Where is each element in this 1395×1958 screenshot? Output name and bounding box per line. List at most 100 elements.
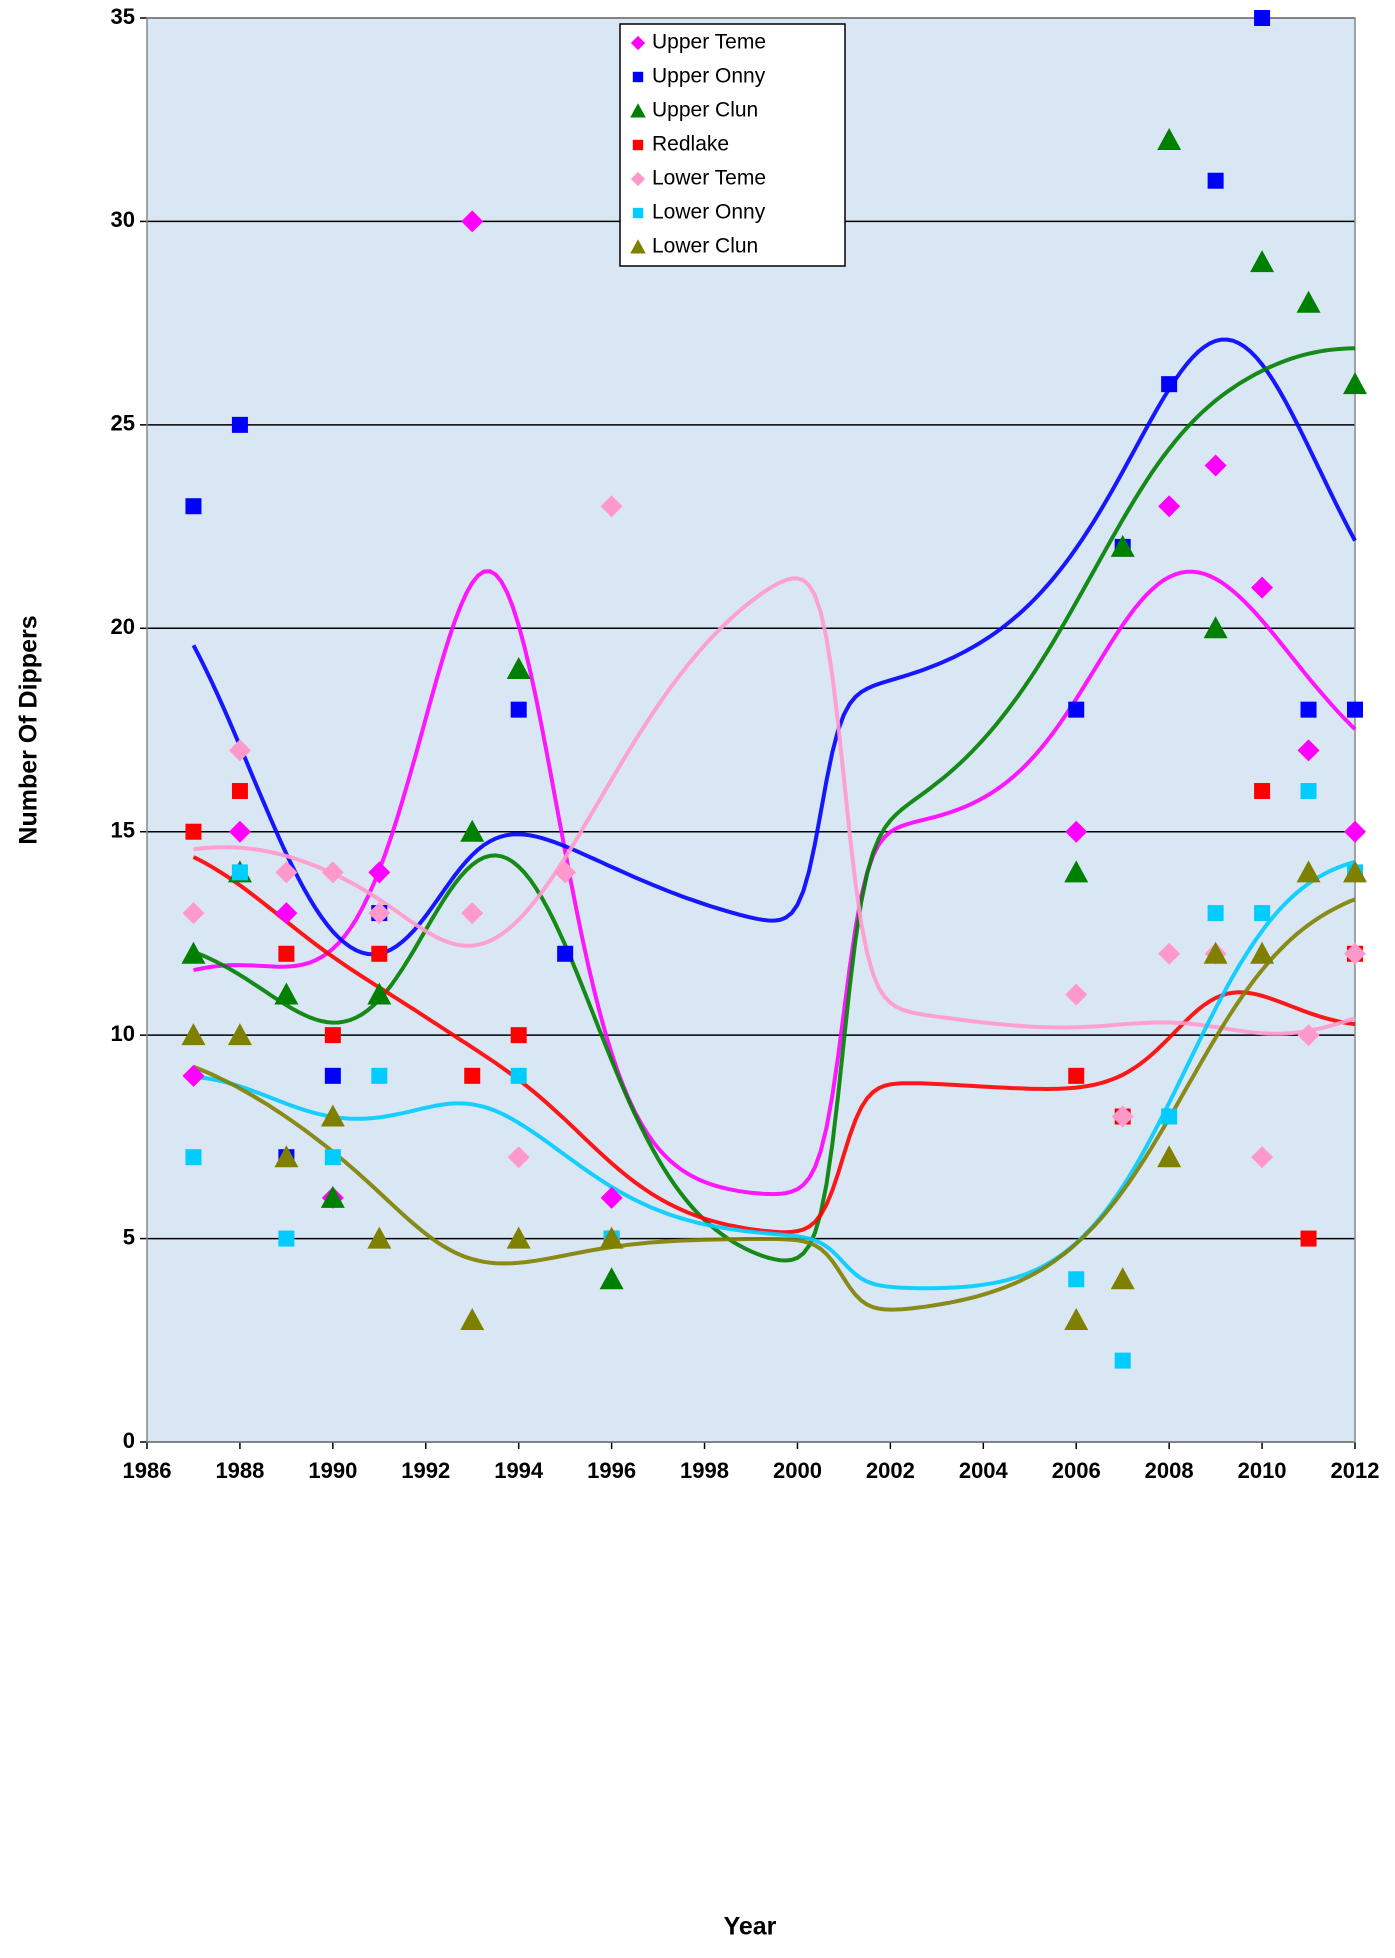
marker xyxy=(1064,1307,1089,1330)
marker xyxy=(1207,172,1224,189)
marker xyxy=(460,819,485,842)
x-tick-label: 2004 xyxy=(959,1458,1009,1483)
legend-box xyxy=(619,23,846,267)
marker xyxy=(274,1145,299,1168)
marker xyxy=(1203,941,1228,964)
y-tick-label: 25 xyxy=(111,411,135,436)
marker xyxy=(506,656,531,679)
marker xyxy=(1204,454,1227,477)
trend-line xyxy=(193,576,1356,1036)
marker xyxy=(181,941,206,964)
marker xyxy=(371,1067,388,1084)
marker xyxy=(554,861,577,884)
y-tick-label: 10 xyxy=(111,1021,135,1046)
x-axis-title: Year xyxy=(724,1913,777,1941)
marker xyxy=(324,1067,341,1084)
x-tick-label: 2006 xyxy=(1052,1458,1101,1483)
marker xyxy=(278,945,295,962)
x-tick-label: 1990 xyxy=(308,1458,357,1483)
marker xyxy=(181,1023,206,1046)
legend-label: Lower Clun xyxy=(652,235,758,258)
marker xyxy=(1297,1024,1320,1047)
marker xyxy=(557,945,574,962)
legend-label: Lower Teme xyxy=(652,167,766,190)
y-tick-label: 35 xyxy=(111,4,135,29)
marker xyxy=(1344,942,1366,965)
plot-frame xyxy=(146,17,1356,1443)
marker xyxy=(1161,1108,1178,1125)
marker xyxy=(507,1146,530,1169)
marker xyxy=(227,1023,252,1046)
marker xyxy=(185,823,202,840)
marker xyxy=(1068,1271,1085,1288)
marker xyxy=(1347,701,1363,718)
legend-marker xyxy=(630,35,646,51)
marker xyxy=(228,739,251,762)
marker xyxy=(368,902,391,925)
marker xyxy=(368,861,391,884)
marker xyxy=(1110,1267,1135,1290)
marker xyxy=(278,1230,295,1247)
marker xyxy=(228,820,251,843)
marker xyxy=(1110,534,1135,557)
marker xyxy=(506,1226,531,1249)
x-tick-label: 1994 xyxy=(494,1458,544,1483)
y-tick-label: 0 xyxy=(123,1428,135,1453)
marker xyxy=(1068,701,1085,718)
marker xyxy=(1157,1145,1182,1168)
marker xyxy=(1161,376,1178,393)
y-tick-label: 20 xyxy=(111,614,135,639)
marker xyxy=(599,1267,624,1290)
legend-marker xyxy=(632,207,644,219)
legend-label: Upper Teme xyxy=(652,31,766,54)
legend-marker xyxy=(630,171,646,187)
marker xyxy=(1251,1146,1274,1169)
y-tick-label: 15 xyxy=(111,818,135,843)
marker xyxy=(275,902,298,925)
legend-marker xyxy=(632,71,644,83)
marker xyxy=(1207,905,1224,922)
marker xyxy=(275,861,298,884)
marker xyxy=(1300,701,1317,718)
marker xyxy=(1296,860,1321,883)
marker xyxy=(185,1149,202,1166)
marker xyxy=(1254,905,1271,922)
marker xyxy=(1158,942,1181,965)
marker xyxy=(1254,783,1271,800)
marker xyxy=(321,861,344,884)
marker xyxy=(1300,1230,1317,1247)
marker xyxy=(464,1067,481,1084)
marker xyxy=(461,210,484,233)
marker xyxy=(1114,1352,1131,1369)
marker xyxy=(1254,10,1271,26)
marker xyxy=(1064,860,1089,883)
marker xyxy=(1250,941,1275,964)
x-tick-label: 2000 xyxy=(773,1458,822,1483)
trend-line xyxy=(192,855,1356,1235)
marker xyxy=(1111,1105,1134,1128)
x-tick-label: 1996 xyxy=(587,1458,636,1483)
x-tick-label: 1992 xyxy=(401,1458,450,1483)
marker xyxy=(231,864,248,881)
marker xyxy=(1344,820,1366,843)
marker xyxy=(324,1149,341,1166)
marker xyxy=(600,495,623,518)
marker xyxy=(510,1027,527,1044)
x-tick-label: 1998 xyxy=(680,1458,729,1483)
marker xyxy=(599,1226,624,1249)
trend-line xyxy=(192,897,1356,1312)
marker xyxy=(1158,495,1181,518)
y-tick-label: 30 xyxy=(111,207,135,232)
marker xyxy=(185,498,202,515)
x-tick-label: 2002 xyxy=(866,1458,915,1483)
x-tick-label: 2012 xyxy=(1331,1458,1380,1483)
marker xyxy=(1343,860,1367,883)
marker xyxy=(320,1104,345,1127)
marker xyxy=(1065,983,1088,1006)
legend-marker xyxy=(632,139,644,151)
legend-label: Upper Onny xyxy=(652,65,766,88)
legend-marker xyxy=(630,239,646,254)
marker xyxy=(1068,1067,1085,1084)
marker xyxy=(1250,250,1275,273)
